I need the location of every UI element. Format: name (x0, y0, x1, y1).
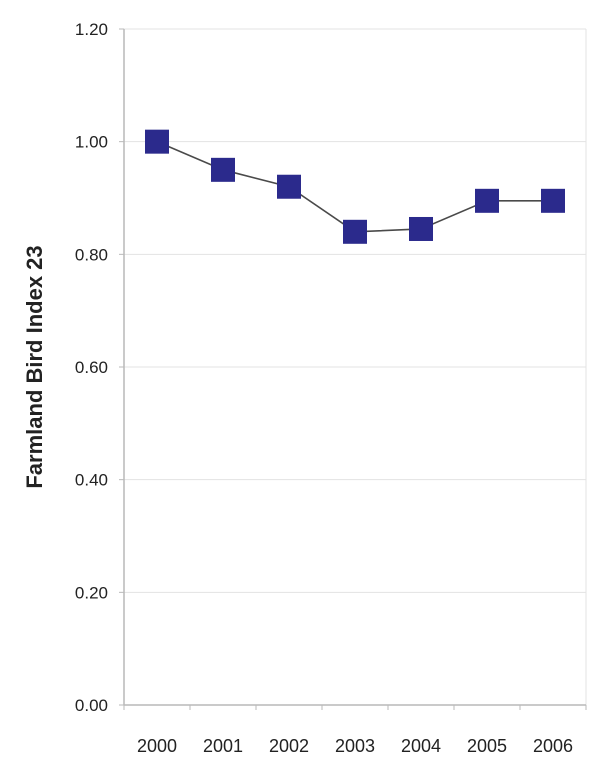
y-tick-label: 0.80 (75, 245, 108, 264)
x-tick-label: 2005 (467, 736, 507, 756)
x-tick-label: 2006 (533, 736, 573, 756)
x-tick-label: 2002 (269, 736, 309, 756)
y-tick-label: 0.00 (75, 696, 108, 715)
x-tick-label: 2004 (401, 736, 441, 756)
grid-lines (124, 28, 586, 593)
y-tick-labels: 0.00 0.20 0.40 0.60 0.80 1.00 1.20 (75, 20, 108, 715)
y-tick-label: 1.00 (75, 133, 108, 152)
axes (119, 28, 587, 710)
y-axis-label: Farmland Bird Index 23 (22, 245, 47, 488)
data-point-marker (211, 157, 235, 182)
data-point-marker (343, 219, 367, 244)
x-tick-label: 2001 (203, 736, 243, 756)
series-line (156, 140, 553, 233)
y-tick-label: 0.20 (75, 583, 108, 602)
series-layer (145, 129, 565, 244)
data-point-marker (541, 188, 565, 213)
x-tick-label: 2000 (137, 736, 177, 756)
data-point-marker (277, 174, 301, 199)
data-point-marker (145, 129, 169, 154)
x-tick-labels: 2000 2001 2002 2003 2004 2005 2006 (137, 736, 573, 756)
data-point-marker (409, 216, 433, 241)
y-tick-label: 0.60 (75, 358, 108, 377)
x-tick-label: 2003 (335, 736, 375, 756)
y-tick-label: 1.20 (75, 20, 108, 39)
y-tick-label: 0.40 (75, 471, 108, 490)
data-point-marker (475, 188, 499, 213)
